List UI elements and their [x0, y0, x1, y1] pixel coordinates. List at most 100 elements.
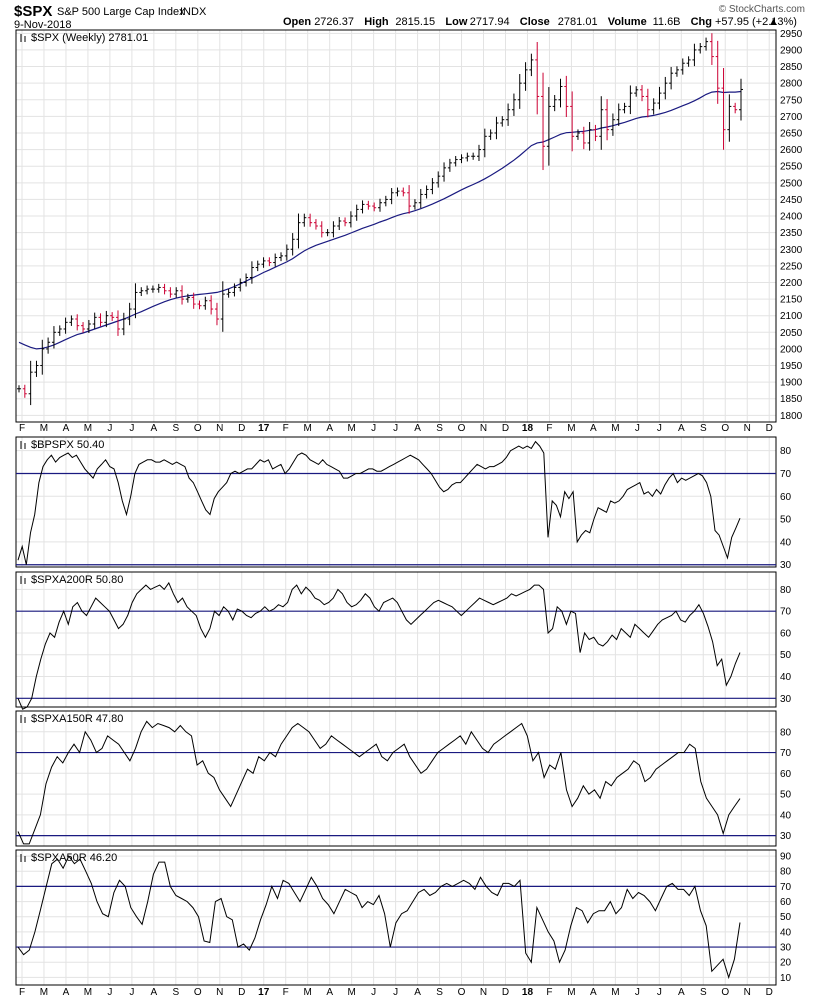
panel-spxa150r: 30 40 50 60 70 80 $SPXA150R 47.80 — [15, 710, 792, 847]
price-bar — [651, 98, 656, 115]
x-month-label: S — [173, 987, 180, 998]
quote-label: Close — [520, 16, 550, 28]
price-bar — [704, 37, 709, 51]
x-axis: F M A M J J A S O N D 17 F M A M J J A S O N D 18 F M A M J J A S O N D F M A… — [19, 423, 773, 998]
quote-label: Open — [283, 16, 311, 28]
x-month-label: A — [590, 423, 597, 434]
x-month-label: D — [502, 987, 509, 998]
y-tick-label: 1900 — [780, 378, 803, 389]
price-bar — [622, 102, 627, 114]
price-bar — [401, 187, 406, 197]
price-bar — [244, 273, 249, 287]
price-bar — [715, 40, 720, 104]
x-month-label: A — [63, 423, 70, 434]
y-tick-label: 2000 — [780, 344, 803, 355]
x-month-label: D — [238, 987, 245, 998]
price-bar — [63, 317, 68, 334]
price-bar — [354, 204, 359, 221]
price-bar — [476, 144, 481, 161]
y-tick-label: 1800 — [780, 411, 803, 422]
price-bar — [698, 43, 703, 54]
panel-label: $SPX (Weekly) 2781.01 — [31, 32, 148, 44]
price-bar — [104, 310, 109, 328]
x-month-label: N — [216, 987, 223, 998]
price-bar — [191, 292, 196, 309]
price-bar — [185, 293, 190, 303]
chart-header: $SPX S&P 500 Large Cap Index INDX 9-Nov-… — [14, 3, 805, 31]
price-bar — [46, 337, 51, 354]
x-month-label: M — [347, 987, 355, 998]
price-bar — [442, 162, 447, 182]
price-bar — [674, 66, 679, 77]
x-month-label: J — [371, 987, 376, 998]
x-month-label: O — [194, 423, 202, 434]
x-month-label: A — [590, 987, 597, 998]
x-month-label: F — [283, 423, 289, 434]
price-bar — [273, 253, 278, 267]
price-bar — [407, 185, 412, 214]
price-bar — [663, 76, 668, 100]
x-month-label: D — [502, 423, 509, 434]
price-bar — [709, 33, 714, 65]
y-tick-label: 2750 — [780, 95, 803, 106]
price-bar — [581, 126, 586, 150]
indicator-line-spxa150r — [17, 720, 741, 845]
panel-frame — [15, 436, 777, 568]
quote-label: Volume — [608, 16, 647, 28]
y-tick-label: 2800 — [780, 79, 803, 90]
x-month-label: S — [436, 987, 443, 998]
price-bar — [156, 283, 161, 293]
price-bar — [733, 102, 738, 114]
y-tick-label: 1850 — [780, 394, 803, 405]
price-bar — [465, 152, 470, 162]
y-tick-label: 2650 — [780, 128, 803, 139]
y-tick-label: 2350 — [780, 228, 803, 239]
y-tick-label: 2500 — [780, 178, 803, 189]
price-bar — [261, 257, 266, 268]
price-bar — [308, 213, 313, 227]
y-tick-label: 40 — [780, 810, 792, 821]
x-month-label: S — [173, 423, 180, 434]
symbol-title: $SPX — [14, 3, 52, 20]
x-month-label: N — [216, 423, 223, 434]
price-bar — [686, 56, 691, 67]
x-month-label: J — [393, 987, 398, 998]
x-month-label: O — [458, 423, 466, 434]
price-bar — [69, 315, 74, 326]
price-bar — [75, 314, 80, 331]
indicator-line-spxa200r — [17, 581, 741, 710]
price-bar — [692, 43, 697, 67]
price-bar — [564, 75, 569, 118]
price-bar — [220, 281, 225, 332]
x-month-label: F — [19, 987, 25, 998]
y-tick-label: 40 — [780, 927, 792, 938]
price-bar — [610, 113, 615, 136]
price-bar — [360, 200, 365, 214]
price-bar — [57, 325, 62, 336]
quote-label: Chg — [691, 16, 712, 28]
price-bar — [127, 302, 132, 326]
x-month-label: A — [151, 987, 158, 998]
price-bar — [529, 53, 534, 77]
price-bar — [628, 85, 633, 115]
x-month-label: M — [567, 423, 575, 434]
x-month-label: F — [546, 987, 552, 998]
price-bar — [372, 202, 377, 212]
panel-frame — [15, 29, 777, 423]
y-tick-label: 10 — [780, 973, 792, 984]
price-bar — [337, 216, 342, 231]
panel-label-icon — [20, 715, 26, 723]
quote-value: 2726.37 — [314, 16, 354, 28]
x-month-label: J — [657, 423, 662, 434]
x-year-label: 18 — [522, 987, 534, 998]
price-bar — [249, 261, 254, 284]
y-tick-label: 80 — [780, 867, 792, 878]
x-year-label: 18 — [522, 423, 534, 434]
x-month-label: M — [84, 987, 92, 998]
price-bar — [459, 154, 464, 164]
panel-label: $BPSPX 50.40 — [31, 439, 104, 451]
y-tick-label: 2300 — [780, 245, 803, 256]
x-month-label: D — [766, 987, 773, 998]
panel-price: 1800 1850 1900 1950 2000 2050 2100 2150 2200 2250… — [15, 29, 803, 423]
